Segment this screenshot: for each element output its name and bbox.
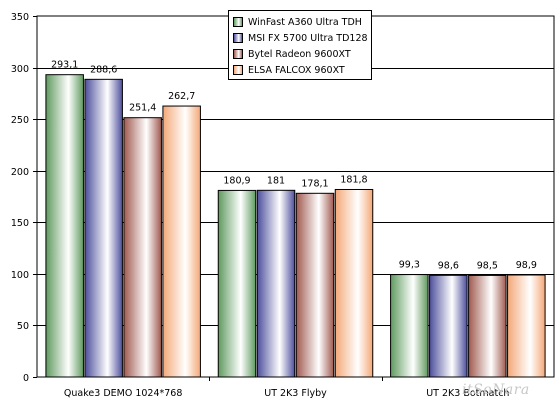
bar — [217, 189, 257, 378]
legend-label: MSI FX 5700 Ultra TD128 — [248, 32, 368, 44]
y-tick-label: 350 — [11, 12, 29, 23]
bar — [390, 274, 429, 378]
data-label: 180,9 — [223, 175, 250, 186]
data-label: 251,4 — [129, 103, 156, 114]
data-label: 98,5 — [477, 260, 498, 271]
x-tick-label: UT 2K3 Botmatch — [426, 388, 509, 399]
y-tick-label: 150 — [11, 218, 29, 229]
y-tick-label: 300 — [11, 64, 29, 75]
legend-item: WinFast A360 Ultra TDH — [233, 14, 371, 30]
bar — [256, 189, 296, 378]
data-label: 98,9 — [516, 260, 537, 271]
y-tick-label: 100 — [11, 270, 29, 281]
data-label: 178,1 — [301, 178, 328, 189]
legend-item: MSI FX 5700 Ultra TD128 — [233, 30, 371, 46]
bar — [468, 274, 507, 378]
x-tick-label: Quake3 DEMO 1024*768 — [64, 388, 182, 399]
data-label: 293,1 — [51, 60, 78, 71]
bar — [84, 78, 123, 378]
data-label: 99,3 — [399, 260, 420, 271]
data-label: 181 — [267, 175, 285, 186]
x-tick-label: UT 2K3 Flyby — [264, 388, 327, 399]
legend-label: WinFast A360 Ultra TDH — [248, 16, 362, 28]
bars — [45, 74, 546, 378]
y-tick-label: 250 — [11, 115, 29, 126]
legend-label: ELSA FALCOX 960XT — [248, 64, 345, 76]
bar — [45, 74, 84, 378]
legend-swatch — [233, 33, 243, 43]
data-label: 98,6 — [438, 260, 459, 271]
bar — [162, 105, 201, 378]
data-label: 288,6 — [90, 64, 117, 75]
bar — [123, 117, 162, 378]
data-label: 262,7 — [168, 91, 195, 102]
data-labels: 293,1 288,6 251,4 262,7 180,9 181 178,1 181,8 99… — [51, 60, 537, 272]
bar — [334, 188, 374, 378]
bar — [507, 274, 546, 378]
y-tick-label: 200 — [11, 167, 29, 178]
data-label: 181,8 — [340, 174, 367, 185]
legend: WinFast A360 Ultra TDH MSI FX 5700 Ultra … — [228, 10, 372, 80]
legend-swatch — [233, 17, 243, 27]
bar — [429, 274, 468, 378]
y-tick-label: 50 — [17, 321, 29, 332]
bar — [295, 192, 335, 378]
legend-item: Bytel Radeon 9600XT — [233, 46, 371, 62]
watermark-logo: itSoNara — [462, 382, 530, 398]
y-tick-label: 0 — [23, 373, 29, 384]
axes: 0 50 100 150 200 250 300 350 Quake3 DEMO 1024*76… — [11, 12, 510, 399]
legend-swatch — [233, 65, 243, 75]
legend-item: ELSA FALCOX 960XT — [233, 62, 371, 78]
legend-swatch — [233, 49, 243, 59]
legend-label: Bytel Radeon 9600XT — [248, 48, 351, 60]
